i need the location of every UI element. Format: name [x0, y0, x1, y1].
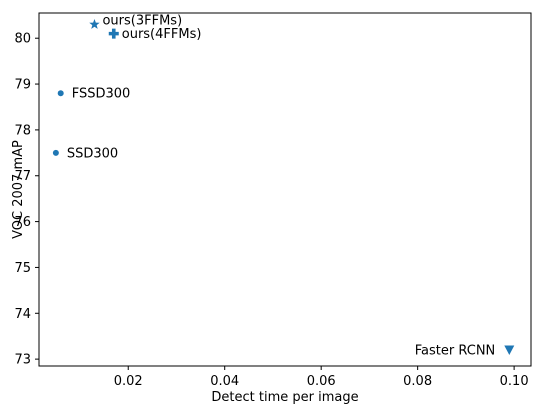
- x-tick-label: 0.08: [403, 374, 432, 389]
- plot-area: [38, 12, 532, 367]
- point-fssd300-label: FSSD300: [72, 87, 131, 102]
- data-points: SSD300 FSSD300 ours(3FFMs)ours(4FFMs) Faste…: [52, 13, 515, 358]
- x-tick-label: 0.04: [210, 374, 239, 389]
- x-tick-label: 0.06: [307, 374, 336, 389]
- point-ssd300-marker: [52, 149, 59, 156]
- x-axis-label: Detect time per image: [211, 390, 358, 405]
- point-faster-rcnn-label: Faster RCNN: [415, 343, 496, 358]
- y-axis-label: VOC 2007 mAP: [11, 140, 26, 239]
- point-ours-3ffms-marker: [89, 18, 100, 29]
- point-ours-4ffms-marker: [108, 28, 119, 39]
- y-tick-label: 73: [14, 353, 31, 368]
- y-tick-label: 76: [14, 215, 31, 230]
- y-tick-label: 78: [14, 123, 31, 138]
- point-ours-4ffms-label: ours(4FFMs): [122, 27, 202, 42]
- y-tick-label: 75: [14, 261, 31, 276]
- point-fssd300-marker: [57, 90, 64, 97]
- y-tick-label: 79: [14, 78, 31, 93]
- point-faster-rcnn-marker: [504, 345, 515, 355]
- point-ssd300-label: SSD300: [67, 146, 118, 161]
- y-axis: 73 74 75 76 77 78 79 80: [14, 32, 39, 368]
- x-tick-label: 0.02: [114, 374, 143, 389]
- x-axis: 0.02 0.04 0.06 0.08 0.10: [114, 366, 529, 389]
- y-tick-label: 74: [14, 307, 31, 322]
- x-tick-label: 0.10: [500, 374, 529, 389]
- y-tick-label: 77: [14, 169, 31, 184]
- point-ours-3ffms-label: ours(3FFMs): [102, 13, 182, 28]
- y-tick-label: 80: [14, 32, 31, 47]
